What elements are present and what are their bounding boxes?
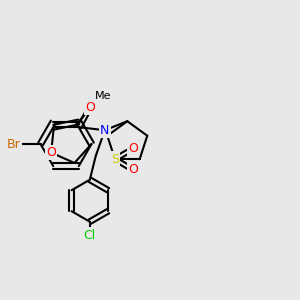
Text: O: O [85, 101, 95, 114]
Text: Me: Me [95, 91, 112, 101]
Text: S: S [111, 153, 119, 166]
Text: O: O [46, 146, 56, 159]
Text: O: O [128, 163, 138, 176]
Text: O: O [128, 142, 138, 155]
Text: N: N [100, 124, 110, 137]
Text: Cl: Cl [84, 229, 96, 242]
Text: Br: Br [7, 137, 20, 151]
